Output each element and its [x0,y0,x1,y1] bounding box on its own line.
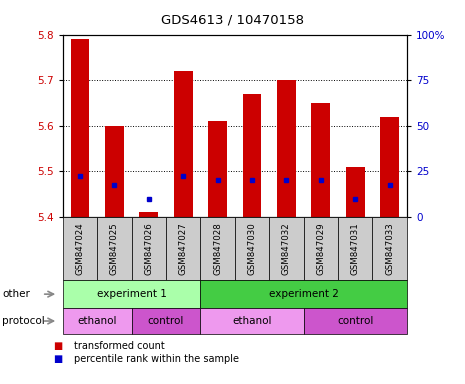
Bar [277,80,296,217]
Text: GSM847025: GSM847025 [110,222,119,275]
Bar [346,167,365,217]
Text: ethanol: ethanol [78,316,117,326]
Text: percentile rank within the sample: percentile rank within the sample [74,354,239,364]
Text: ■: ■ [53,341,63,351]
Text: GSM847031: GSM847031 [351,222,360,275]
Text: GSM847027: GSM847027 [179,222,188,275]
Text: control: control [337,316,373,326]
Text: protocol: protocol [2,316,45,326]
Bar [312,103,330,217]
Text: GSM847026: GSM847026 [144,222,153,275]
Text: GDS4613 / 10470158: GDS4613 / 10470158 [161,13,304,26]
Bar [208,121,227,217]
Text: GSM847029: GSM847029 [316,222,326,275]
Text: GSM847032: GSM847032 [282,222,291,275]
Text: transformed count: transformed count [74,341,165,351]
Bar [243,94,261,217]
Text: ethanol: ethanol [232,316,272,326]
Text: ■: ■ [53,354,63,364]
Bar [105,126,124,217]
Text: experiment 1: experiment 1 [97,289,166,299]
Text: GSM847030: GSM847030 [247,222,257,275]
Text: control: control [148,316,184,326]
Text: other: other [2,289,30,299]
Bar [140,212,158,217]
Bar [174,71,193,217]
Bar [71,39,89,217]
Text: GSM847024: GSM847024 [75,222,85,275]
Text: GSM847028: GSM847028 [213,222,222,275]
Text: GSM847033: GSM847033 [385,222,394,275]
Bar [380,117,399,217]
Text: experiment 2: experiment 2 [269,289,339,299]
